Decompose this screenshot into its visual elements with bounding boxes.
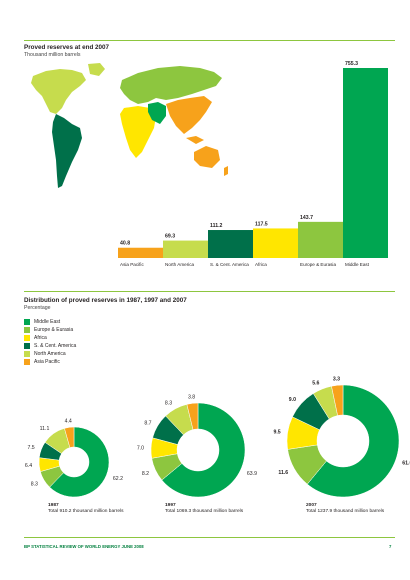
top-rule [24, 40, 395, 41]
middle-rule [24, 291, 395, 292]
bar-category-s-cent-america: S. & Cent. America [210, 262, 249, 267]
legend-label: Africa [34, 335, 47, 341]
bar-group-middle-east: 755.3 Middle East [343, 61, 388, 267]
bar-north-america [163, 240, 208, 258]
bar-s-cent-america [208, 230, 253, 258]
legend-label: Europe & Eurasia [34, 327, 74, 333]
donut-1987-label-2: 6.4 [25, 463, 32, 469]
donut-1987-label-5: 4.4 [65, 418, 72, 424]
bar-value-middle-east: 755.3 [345, 61, 358, 67]
bar-chart-subtitle: Thousand million barrels [24, 52, 81, 58]
legend-swatch [24, 343, 30, 349]
donut-1997-label-2: 7.0 [137, 446, 144, 452]
bar-asia-pacific [118, 247, 163, 258]
bar-category-asia-pacific: Asia Pacific [120, 262, 144, 267]
bar-middle-east [343, 68, 388, 258]
legend-item: Europe & Eurasia [24, 326, 76, 334]
donut-year-2007: 2007 [306, 503, 317, 508]
donut-section-title: Distribution of proved reserves in 1987,… [24, 297, 187, 304]
bar-value-africa: 117.5 [255, 221, 268, 227]
donut-2007-slice-5 [331, 384, 344, 416]
legend-item: Africa [24, 334, 76, 342]
bar-group-north-america: 69.3 North America [163, 234, 208, 267]
donut-1997-label-0: 63.9 [247, 471, 257, 477]
legend-item: Middle East [24, 318, 76, 326]
donut-total-2007: Total 1237.9 thousand million barrels [306, 509, 385, 514]
donut-2007-label-3: 9.0 [289, 397, 296, 403]
bar-value-s-cent-america: 111.2 [210, 223, 223, 229]
bar-africa [253, 228, 298, 258]
donut-1987-label-1: 8.3 [31, 482, 38, 488]
donut-1997-label-3: 8.7 [144, 420, 151, 426]
donut-2007-slice-0 [306, 384, 400, 498]
donut-2007-label-1: 11.6 [278, 470, 288, 476]
bar-group-asia-pacific: 40.8 Asia Pacific [118, 241, 163, 267]
bottom-rule [24, 537, 395, 538]
legend-swatch [24, 327, 30, 333]
donut-total-1997: Total 1069.3 thousand million barrels [165, 509, 244, 514]
donut-year-1997: 1997 [165, 503, 176, 508]
donut-1987-label-3: 7.5 [27, 445, 34, 451]
bar-category-africa: Africa [255, 262, 267, 267]
bar-value-north-america: 69.3 [165, 234, 175, 240]
legend-label: Asia Pacific [34, 359, 60, 365]
bar-group-africa: 117.5 Africa [253, 221, 298, 267]
donut-1987-label-0: 62.2 [113, 476, 123, 482]
donut-1997-label-1: 8.2 [142, 471, 149, 477]
legend-item: Asia Pacific [24, 358, 76, 366]
bar-category-north-america: North America [165, 262, 195, 267]
donut-caption-1987: 1987 Total 910.2 thousand million barrel… [48, 503, 123, 515]
donut-1987-slice-5 [64, 426, 75, 448]
legend-swatch [24, 351, 30, 357]
donut-caption-1997: 1997 Total 1069.3 thousand million barre… [165, 503, 243, 515]
donut-2007-label-0: 61.0 [402, 460, 410, 466]
donut-2007-label-2: 9.5 [273, 430, 280, 436]
donut-1997-slice-5 [186, 402, 199, 430]
donut-1987-label-4: 11.1 [40, 426, 50, 432]
donut-caption-2007: 2007 Total 1237.9 thousand million barre… [306, 503, 384, 515]
bar-group-europe-eurasia: 143.7 Europe & Eurasia [298, 215, 343, 267]
bar-value-asia-pacific: 40.8 [120, 241, 130, 247]
bar-europe-eurasia [298, 221, 343, 258]
legend-label: S. & Cent. America [34, 343, 77, 349]
footer-publication: BP STATISTICAL REVIEW OF WORLD ENERGY JU… [24, 544, 144, 549]
bar-chart-title: Proved reserves at end 2007 [24, 44, 110, 51]
legend-item: North America [24, 350, 76, 358]
page-number: 7 [389, 544, 392, 549]
donut-1987-slice-0 [49, 426, 110, 498]
bar-category-middle-east: Middle East [345, 262, 370, 267]
donut-1997-label-4: 8.3 [165, 401, 172, 407]
donut-2007-label-5: 3.3 [333, 376, 340, 382]
donut-1997-label-5: 3.8 [188, 394, 195, 400]
donut-section-subtitle: Percentage [24, 305, 51, 311]
legend-label: North America [34, 351, 66, 357]
legend-swatch [24, 335, 30, 341]
legend-swatch [24, 319, 30, 325]
donut-legend: Middle East Europe & Eurasia Africa S. &… [24, 318, 76, 366]
legend-item: S. & Cent. America [24, 342, 76, 350]
donut-total-1987: Total 910.2 thousand million barrels [48, 509, 124, 514]
bar-value-europe-eurasia: 143.7 [300, 215, 313, 221]
bar-group-s-cent-america: 111.2 S. & Cent. America [208, 223, 253, 267]
legend-swatch [24, 359, 30, 365]
donut-2007-label-4: 5.6 [312, 381, 319, 387]
bar-category-europe-eurasia: Europe & Eurasia [300, 262, 336, 267]
legend-label: Middle East [34, 319, 61, 325]
donut-year-1987: 1987 [48, 503, 59, 508]
